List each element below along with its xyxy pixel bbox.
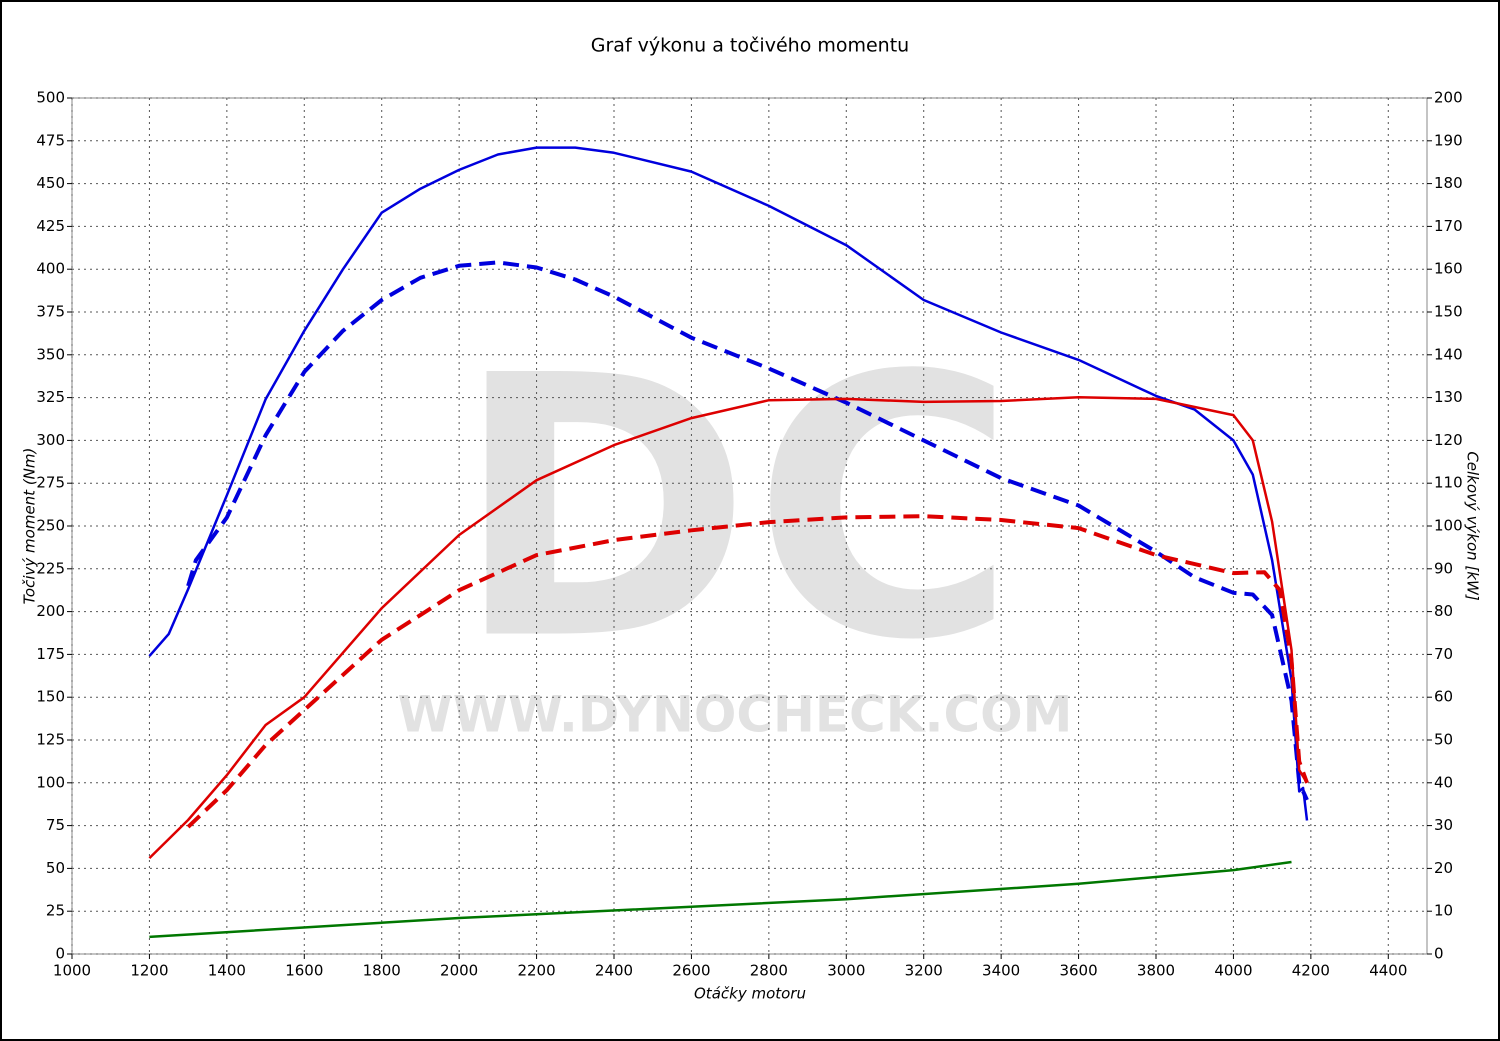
- y-tick-label: 275: [36, 474, 65, 492]
- y-tick-label: 50: [46, 859, 65, 877]
- y2-tick-label: 140: [1434, 345, 1463, 363]
- y-tick-label: 425: [36, 217, 65, 235]
- chart-title: Graf výkonu a točivého momentu: [591, 35, 909, 57]
- y-tick-label: 350: [36, 345, 65, 363]
- y-tick-label: 125: [36, 731, 65, 749]
- series-line: [186, 514, 1309, 829]
- x-tick-label: 3200: [905, 962, 943, 980]
- x-tick-label: 1200: [130, 962, 168, 980]
- x-tick-label: 2000: [440, 962, 478, 980]
- y2-tick-label: 90: [1434, 559, 1453, 577]
- y2-tick-label: 50: [1434, 731, 1453, 749]
- x-tick-label: 3000: [827, 962, 865, 980]
- y2-tick-label: 40: [1434, 773, 1453, 791]
- y-tick-label: 0: [55, 945, 65, 963]
- y-tick-label: 175: [36, 645, 65, 663]
- x-tick-label: 1800: [363, 962, 401, 980]
- series-line: [148, 146, 1309, 821]
- watermark: DC: [453, 299, 1016, 718]
- y-tick-label: 150: [36, 688, 65, 706]
- y2-tick-label: 150: [1434, 303, 1463, 321]
- x-tick-label: 2200: [517, 962, 555, 980]
- watermark-url: WWW.DYNOCHECK.COM: [398, 686, 1073, 744]
- y2-tick-label: 100: [1434, 517, 1463, 535]
- y2-tick-label: 160: [1434, 260, 1463, 278]
- y2-tick-label: 200: [1434, 89, 1463, 107]
- x-tick-label: 1000: [53, 962, 91, 980]
- y-tick-label: 400: [36, 260, 65, 278]
- y2-tick-label: 110: [1434, 474, 1463, 492]
- series-line: [148, 395, 1309, 859]
- y2-tick-label: 190: [1434, 131, 1463, 149]
- x-tick-label: 3400: [982, 962, 1020, 980]
- y2-tick-label: 180: [1434, 174, 1463, 192]
- y2-tick-label: 120: [1434, 431, 1463, 449]
- y-tick-label: 225: [36, 559, 65, 577]
- y-tick-label: 500: [36, 89, 65, 107]
- y2-tick-label: 30: [1434, 816, 1453, 834]
- x-tick-label: 4400: [1369, 962, 1407, 980]
- series-line: [186, 260, 1309, 801]
- y-tick-label: 450: [36, 174, 65, 192]
- y-axis-label: Točivý moment (Nm): [21, 448, 39, 605]
- y-tick-label: 325: [36, 388, 65, 406]
- y2-tick-label: 10: [1434, 902, 1453, 920]
- series-line: [149, 860, 1292, 939]
- y2-tick-label: 80: [1434, 602, 1453, 620]
- y2-tick-label: 60: [1434, 688, 1453, 706]
- y-tick-label: 300: [36, 431, 65, 449]
- x-tick-label: 4000: [1214, 962, 1252, 980]
- y2-tick-label: 0: [1434, 945, 1444, 963]
- x-tick-label: 2800: [750, 962, 788, 980]
- y-tick-label: 25: [46, 902, 65, 920]
- y2-tick-label: 130: [1434, 388, 1463, 406]
- x-axis-label: Otáčky motoru: [694, 985, 806, 1003]
- x-tick-label: 3600: [1059, 962, 1097, 980]
- y2-tick-label: 20: [1434, 859, 1453, 877]
- y2-tick-label: 70: [1434, 645, 1453, 663]
- y-tick-label: 375: [36, 303, 65, 321]
- y2-tick-label: 170: [1434, 217, 1463, 235]
- y2-axis-label: Celkový výkon [kW]: [1464, 451, 1482, 601]
- x-tick-label: 1400: [208, 962, 246, 980]
- x-tick-label: 3800: [1137, 962, 1175, 980]
- x-tick-label: 4200: [1292, 962, 1330, 980]
- y-tick-label: 100: [36, 773, 65, 791]
- x-tick-label: 2400: [595, 962, 633, 980]
- y-tick-label: 75: [46, 816, 65, 834]
- x-tick-label: 2600: [672, 962, 710, 980]
- y-tick-label: 250: [36, 517, 65, 535]
- y-tick-label: 475: [36, 131, 65, 149]
- y-tick-label: 200: [36, 602, 65, 620]
- x-tick-label: 1600: [285, 962, 323, 980]
